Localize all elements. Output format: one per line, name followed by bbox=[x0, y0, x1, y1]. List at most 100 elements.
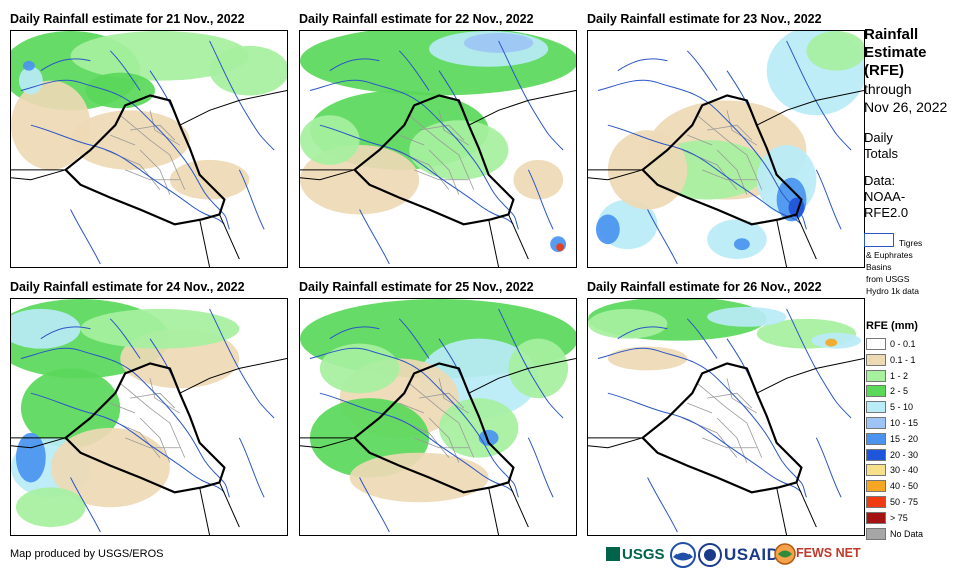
basin-text-line3: Basins bbox=[866, 262, 892, 272]
rainfall-map-nov25 bbox=[299, 298, 577, 536]
rainfall-map-nov21 bbox=[10, 30, 288, 268]
data-source-label: Data: NOAA- RFE2.0 bbox=[864, 173, 908, 221]
fewsnet-logo: FEWS NET bbox=[774, 543, 861, 570]
legend-swatch bbox=[866, 464, 886, 477]
rainfall-area bbox=[806, 31, 864, 71]
fewsnet-globe-icon bbox=[774, 543, 796, 565]
legend-label: 50 - 75 bbox=[890, 497, 919, 507]
sidebar-title: Rainfall Estimate (RFE) through Nov 26, … bbox=[864, 26, 947, 116]
country-borders bbox=[11, 358, 287, 535]
rainfall-layer bbox=[595, 31, 864, 260]
basin-outline-swatch bbox=[864, 233, 894, 247]
data-line: Data: bbox=[864, 173, 896, 188]
usaid-seal-icon bbox=[698, 543, 722, 567]
usgs-logo: USGS bbox=[606, 546, 665, 563]
rainfall-area bbox=[409, 120, 509, 180]
title-rainfall: Rainfall bbox=[864, 26, 919, 43]
panel-title-nov21: Daily Rainfall estimate for 21 Nov., 202… bbox=[10, 12, 245, 26]
rainfall-area bbox=[508, 338, 569, 399]
rainfall-area bbox=[556, 243, 565, 252]
country-borders bbox=[300, 358, 576, 535]
rainfall-map-nov26 bbox=[587, 298, 865, 536]
rainfall-area bbox=[15, 432, 46, 483]
rainfall-area bbox=[319, 343, 400, 394]
legend-label: No Data bbox=[890, 528, 924, 539]
basin-text-line1: Tigres bbox=[899, 238, 923, 248]
title-rfe: (RFE) bbox=[864, 62, 904, 79]
legend-label: 5 - 10 bbox=[890, 402, 914, 413]
map-canvas bbox=[300, 31, 576, 267]
rainfall-area bbox=[20, 368, 121, 448]
usgs-mark-icon bbox=[606, 547, 620, 561]
legend-swatch bbox=[866, 432, 886, 445]
panel-title-nov26: Daily Rainfall estimate for 26 Nov., 202… bbox=[587, 280, 822, 294]
legend-label: > 75 bbox=[890, 512, 908, 523]
basin-text-line5: Hydro 1k data bbox=[866, 286, 919, 296]
rainfall-area bbox=[707, 219, 767, 260]
rainfall-area bbox=[169, 159, 250, 200]
rainfall-map-nov24 bbox=[10, 298, 288, 536]
iraq-border bbox=[353, 362, 515, 494]
rainfall-area bbox=[607, 346, 688, 371]
logo-strip: USGS USAID FEWS NET bbox=[606, 542, 861, 573]
rainfall-area bbox=[349, 452, 489, 503]
legend-swatch bbox=[866, 448, 886, 461]
map-canvas bbox=[11, 31, 287, 267]
title-estimate: Estimate bbox=[864, 44, 927, 61]
rainfall-layer bbox=[300, 31, 576, 253]
legend-swatch bbox=[866, 480, 886, 493]
country-borders bbox=[588, 90, 864, 267]
iraq-border bbox=[641, 362, 803, 494]
rainfall-area bbox=[595, 214, 620, 245]
legend-label: 0 - 0.1 bbox=[890, 339, 916, 349]
river-basins bbox=[309, 40, 564, 265]
daily-totals-label: Daily Totals bbox=[864, 130, 898, 162]
iraq-border bbox=[353, 94, 515, 226]
rainfall-area bbox=[22, 60, 35, 71]
rainfall-area bbox=[15, 487, 86, 528]
noaa-emblem-icon bbox=[670, 542, 696, 568]
rainfall-area bbox=[438, 398, 519, 458]
rainfall-map-nov23 bbox=[587, 30, 865, 268]
usaid-logo: USAID bbox=[698, 543, 779, 572]
legend-label: 2 - 5 bbox=[890, 386, 909, 397]
legend-swatch bbox=[866, 353, 886, 366]
rainfall-area bbox=[513, 159, 564, 200]
panel-title-nov24: Daily Rainfall estimate for 24 Nov., 202… bbox=[10, 280, 245, 294]
legend-title: RFE (mm) bbox=[866, 320, 918, 332]
rainfall-area bbox=[70, 31, 250, 81]
panel-title-nov25: Daily Rainfall estimate for 25 Nov., 202… bbox=[299, 280, 534, 294]
rainfall-area bbox=[11, 80, 91, 170]
legend-label: 40 - 50 bbox=[890, 481, 919, 492]
noaa-line: NOAA- bbox=[864, 189, 906, 204]
country-borders bbox=[11, 90, 287, 267]
map-canvas bbox=[588, 299, 864, 535]
legend-swatch bbox=[866, 417, 886, 429]
rainfall-area bbox=[733, 238, 750, 251]
noaa-logo bbox=[670, 542, 696, 573]
admin-boundaries bbox=[682, 378, 763, 463]
legend-swatch bbox=[866, 527, 886, 540]
legend-swatch bbox=[866, 338, 886, 350]
country-borders bbox=[300, 90, 576, 267]
legend-swatch bbox=[866, 385, 886, 398]
rainfall-area bbox=[825, 338, 838, 347]
basin-text-line4: from USGS bbox=[866, 274, 910, 284]
river-basins bbox=[20, 40, 275, 265]
legend-swatch bbox=[866, 511, 886, 524]
map-canvas bbox=[11, 299, 287, 535]
rainfall-area bbox=[85, 72, 155, 109]
rainfall-area bbox=[11, 308, 81, 349]
daily-line: Daily bbox=[864, 130, 893, 145]
iraq-border bbox=[64, 362, 226, 494]
rainfall-layer bbox=[11, 299, 240, 528]
panel-title-nov22: Daily Rainfall estimate for 22 Nov., 202… bbox=[299, 12, 534, 26]
basin-text-line2: & Euphrates bbox=[866, 250, 913, 260]
admin-boundaries bbox=[682, 110, 763, 195]
admin-boundaries bbox=[394, 378, 475, 463]
legend-swatch bbox=[866, 401, 886, 414]
legend-label: 1 - 2 bbox=[890, 370, 909, 381]
legend-swatch bbox=[866, 496, 886, 508]
admin-boundaries bbox=[105, 378, 186, 463]
legend-label: 20 - 30 bbox=[890, 449, 919, 460]
